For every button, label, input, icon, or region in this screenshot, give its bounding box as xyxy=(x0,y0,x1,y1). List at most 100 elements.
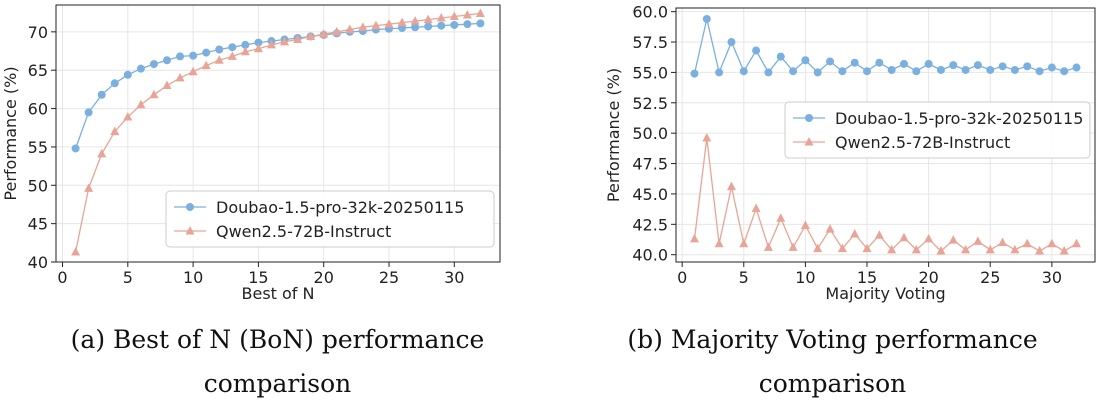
data-point xyxy=(136,99,146,109)
data-point xyxy=(188,66,198,76)
data-point xyxy=(863,67,872,76)
data-point xyxy=(71,247,81,256)
data-point xyxy=(110,126,120,136)
data-point xyxy=(912,67,921,76)
data-point xyxy=(850,229,860,238)
y-tick-label: 47.5 xyxy=(632,155,668,174)
y-tick-label: 45.0 xyxy=(632,185,668,204)
data-point xyxy=(84,108,93,117)
data-point xyxy=(727,38,736,47)
data-point xyxy=(924,233,934,243)
y-tick-label: 65 xyxy=(28,61,48,80)
data-point xyxy=(1059,246,1069,255)
data-point xyxy=(371,20,381,30)
legend: Doubao-1.5-pro-32k-20250115 Qwen2.5-72B-I… xyxy=(784,101,1091,159)
data-point xyxy=(874,230,884,239)
caption-line-2: comparison xyxy=(758,369,907,398)
data-point xyxy=(936,65,945,74)
data-point xyxy=(763,242,773,251)
data-point xyxy=(702,14,711,23)
chart-panel-majority-voting: 0 5 10 15 20 25 30 40.0 42.5 45.0 47.5 50.0 52.5 55.0… xyxy=(555,0,1110,403)
caption-majority-voting: (b) Majority Voting performance comparis… xyxy=(555,318,1110,406)
data-point xyxy=(162,80,172,90)
legend-marker xyxy=(186,203,194,211)
best-of-n-chart: 0 5 10 15 20 25 30 40 45 50 55 60 65 70 Best of N Perfo… xyxy=(1,4,501,303)
data-point xyxy=(776,213,786,222)
legend-label: Qwen2.5-72B-Instruct xyxy=(835,133,1010,152)
x-tick-label: 25 xyxy=(980,268,1000,287)
data-point xyxy=(228,43,237,52)
caption-best-of-n: (a) Best of N (BoN) performance comparis… xyxy=(0,318,555,406)
data-point xyxy=(163,56,171,65)
data-point xyxy=(463,20,472,29)
data-point xyxy=(240,46,250,56)
legend-item: Qwen2.5-72B-Instruct xyxy=(174,222,391,241)
data-point xyxy=(202,48,211,57)
data-point xyxy=(254,38,263,47)
plot-frame xyxy=(675,7,1096,263)
data-point xyxy=(961,65,970,74)
data-point xyxy=(358,22,368,31)
x-tick-label: 15 xyxy=(248,268,268,287)
data-point xyxy=(949,61,958,70)
data-point xyxy=(936,246,946,255)
data-point xyxy=(887,244,897,254)
data-point xyxy=(450,20,459,29)
data-point xyxy=(462,9,472,19)
legend-label: Doubao-1.5-pro-32k-20250115 xyxy=(835,109,1083,128)
y-tick-label: 50 xyxy=(28,176,48,195)
data-point xyxy=(739,67,748,76)
x-tick-label: 10 xyxy=(795,268,815,287)
x-tick-label: 0 xyxy=(677,268,687,287)
data-point xyxy=(306,31,316,40)
legend-marker xyxy=(805,114,813,122)
data-point xyxy=(837,243,847,253)
data-point xyxy=(776,52,785,61)
data-point xyxy=(149,89,159,99)
y-tick-label: 70 xyxy=(28,23,48,42)
data-point xyxy=(189,51,198,60)
data-point xyxy=(800,220,810,230)
y-tick-label: 40.0 xyxy=(632,246,668,265)
x-tick-label: 5 xyxy=(739,268,749,287)
y-tick-label: 60 xyxy=(28,100,48,119)
data-point xyxy=(751,203,761,213)
x-tick-label: 0 xyxy=(57,268,67,287)
data-point xyxy=(97,148,107,158)
y-tick-label: 55 xyxy=(28,138,48,157)
majority-voting-chart: 0 5 10 15 20 25 30 40.0 42.5 45.0 47.5 50.0 52.5 55.0… xyxy=(604,3,1096,303)
data-point xyxy=(149,60,158,69)
data-point xyxy=(214,55,224,64)
data-point xyxy=(411,23,420,32)
series-line xyxy=(693,18,1077,75)
data-point xyxy=(1072,238,1082,248)
data-point xyxy=(175,72,185,82)
data-point xyxy=(84,183,94,192)
data-point xyxy=(862,243,872,253)
y-tick-label: 45 xyxy=(28,215,48,234)
series-doubao xyxy=(71,19,485,153)
x-tick-label: 10 xyxy=(183,268,203,287)
data-point xyxy=(1023,62,1032,71)
data-point xyxy=(71,144,80,153)
data-point xyxy=(838,67,847,76)
data-point xyxy=(123,112,133,121)
data-point xyxy=(397,17,407,27)
data-point xyxy=(911,244,921,254)
caption-line-1: (a) Best of N (BoN) performance xyxy=(70,325,485,354)
data-point xyxy=(948,235,958,244)
data-point xyxy=(826,57,835,66)
data-point xyxy=(1022,238,1032,248)
data-point xyxy=(1060,67,1069,76)
data-point xyxy=(924,59,933,68)
y-tick-label: 40 xyxy=(28,253,48,272)
data-point xyxy=(973,61,982,70)
data-point xyxy=(986,65,995,74)
y-tick-label: 60.0 xyxy=(632,3,668,22)
data-point xyxy=(424,22,433,31)
data-point xyxy=(690,69,699,78)
legend-marker xyxy=(804,137,814,146)
data-point xyxy=(227,51,237,60)
legend-marker xyxy=(185,226,195,235)
y-axis-label: Performance (%) xyxy=(604,68,623,202)
